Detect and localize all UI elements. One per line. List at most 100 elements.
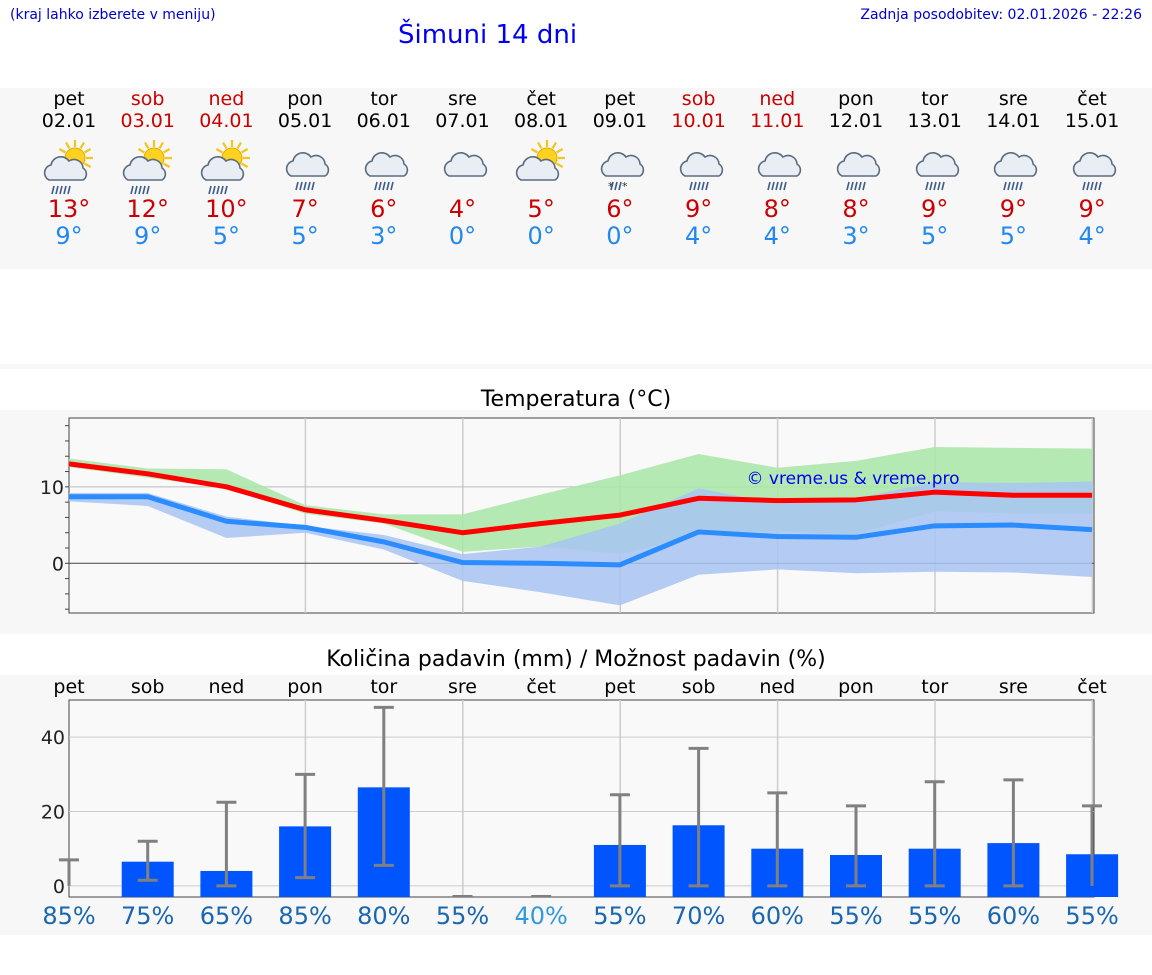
day-name: sre — [998, 88, 1028, 110]
min-temperature: 4° — [684, 222, 713, 250]
day-date: 12.01 — [828, 110, 884, 132]
precipitation-chance: 55% — [593, 902, 647, 930]
y-tick-label: 0 — [53, 876, 65, 898]
precip-day-label: sre — [999, 676, 1028, 698]
day-name: tor — [370, 88, 398, 110]
day-name: pon — [287, 88, 323, 110]
day-name: pet — [604, 88, 636, 110]
day-date: 03.01 — [120, 110, 175, 132]
precip-day-label: tor — [921, 676, 948, 698]
precip-day-label: sre — [448, 676, 477, 698]
sun-cloud-rain-icon — [198, 140, 254, 196]
day-column: sre 07.01 4° 0° — [423, 88, 503, 250]
max-temperature: 9° — [684, 195, 713, 223]
day-date: 07.01 — [435, 110, 490, 132]
day-name: tor — [921, 88, 949, 110]
day-name: pon — [838, 88, 874, 110]
daily-forecast: pet 02.01 13° 9° sob 03.01 12° 9° ned 04.01 10° 5° p… — [0, 88, 1152, 268]
day-date: 10.01 — [671, 110, 726, 132]
precipitation-chance: 55% — [435, 902, 490, 930]
day-date: 06.01 — [356, 110, 411, 132]
precipitation-chance: 75% — [121, 902, 175, 930]
day-column: sob 10.01 9° 4° — [659, 88, 739, 250]
cloud-snow-rain-icon: * * — [592, 140, 648, 196]
day-column: tor 06.01 6° 3° — [344, 88, 424, 250]
day-column: pon 05.01 7° 5° — [265, 88, 345, 250]
day-name: ned — [208, 88, 245, 110]
day-name: sob — [130, 88, 165, 110]
min-temperature: 0° — [606, 222, 634, 250]
max-temperature: 12° — [126, 195, 169, 223]
precip-day-label: pet — [53, 676, 84, 698]
min-temperature-range — [69, 481, 1093, 606]
cloud-icon — [435, 140, 491, 196]
svg-text:*: * — [608, 180, 614, 193]
min-temperature: 0° — [527, 222, 555, 250]
temperature-chart-title: Temperatura (°C) — [480, 387, 672, 412]
forecast-band — [0, 88, 1152, 269]
min-temperature: 3° — [370, 222, 398, 250]
min-temperature: 0° — [448, 222, 477, 250]
cloud-rain-icon — [1064, 140, 1120, 196]
cloud-rain-icon — [749, 140, 805, 196]
max-temperature: 10° — [205, 195, 248, 223]
precip-day-label: pon — [287, 676, 323, 698]
min-temperature: 9° — [134, 222, 162, 250]
cloud-rain-icon — [985, 140, 1041, 196]
precip-day-label: sob — [682, 676, 716, 698]
day-name: sre — [448, 88, 477, 110]
svg-text:*: * — [622, 180, 628, 193]
day-column: pet 02.01 13° 9° — [29, 88, 109, 250]
precip-day-label: sob — [131, 676, 165, 698]
day-date: 08.01 — [513, 110, 569, 132]
max-temperature: 9° — [921, 195, 949, 223]
precip-day-label: ned — [759, 676, 795, 698]
day-name: sob — [681, 88, 716, 110]
precipitation-chart-title: Količina padavin (mm) / Možnost padavin … — [326, 647, 826, 672]
min-temperature-line — [69, 494, 1093, 568]
precipitation-chance: 85% — [278, 902, 332, 930]
precipitation-chance: 55% — [908, 902, 962, 930]
max-temperature: 6° — [606, 195, 634, 223]
min-temperature: 9° — [55, 222, 83, 250]
temperature-chart: 0 10 © vreme.us & vreme.pro — [40, 417, 1095, 614]
min-temperature: 5° — [212, 222, 241, 250]
max-temperature: 13° — [47, 195, 91, 223]
precipitation-chance: 55% — [1065, 902, 1119, 930]
day-column: čet 08.01 5° 0° — [501, 88, 581, 250]
max-temperature: 9° — [1078, 195, 1106, 223]
y-tick-label: 0 — [52, 553, 64, 575]
precip-day-label: pet — [604, 676, 635, 698]
precipitation-chance: 60% — [986, 902, 1041, 930]
day-date: 15.01 — [1064, 110, 1120, 132]
day-date: 11.01 — [750, 110, 805, 132]
cloud-rain-icon — [671, 140, 727, 196]
min-temperature: 5° — [921, 222, 949, 250]
max-temperature: 9° — [999, 195, 1028, 223]
day-column: ned 04.01 10° 5° — [186, 88, 266, 250]
precipitation-chance: 80% — [357, 902, 411, 930]
day-date: 13.01 — [907, 110, 962, 132]
min-temperature: 5° — [999, 222, 1028, 250]
precip-day-label: tor — [370, 676, 397, 698]
day-name: pet — [53, 88, 85, 110]
day-date: 05.01 — [277, 110, 333, 132]
precipitation-chance: 65% — [199, 902, 254, 930]
precipitation-chance: 55% — [829, 902, 883, 930]
precipitation-chance: 70% — [671, 902, 726, 930]
day-column: sre 14.01 9° 5° — [973, 88, 1053, 250]
precip-day-label: čet — [526, 676, 556, 698]
cloud-rain-icon — [828, 140, 884, 196]
day-date: 14.01 — [986, 110, 1041, 132]
min-temperature: 4° — [763, 222, 791, 250]
day-column: pet 09.01 * * 6° 0° — [580, 88, 660, 250]
sun-cloud-icon — [513, 140, 569, 196]
day-date: 02.01 — [41, 110, 97, 132]
day-column: ned 11.01 8° 4° — [737, 88, 817, 250]
sun-cloud-rain-icon — [41, 140, 97, 196]
sun-cloud-rain-icon — [120, 140, 176, 196]
day-column: čet 15.01 9° 4° — [1052, 88, 1132, 250]
day-name: čet — [1077, 88, 1107, 110]
day-column: pon 12.01 8° 3° — [816, 88, 896, 250]
page-title: Šimuni 14 dni — [398, 20, 578, 50]
